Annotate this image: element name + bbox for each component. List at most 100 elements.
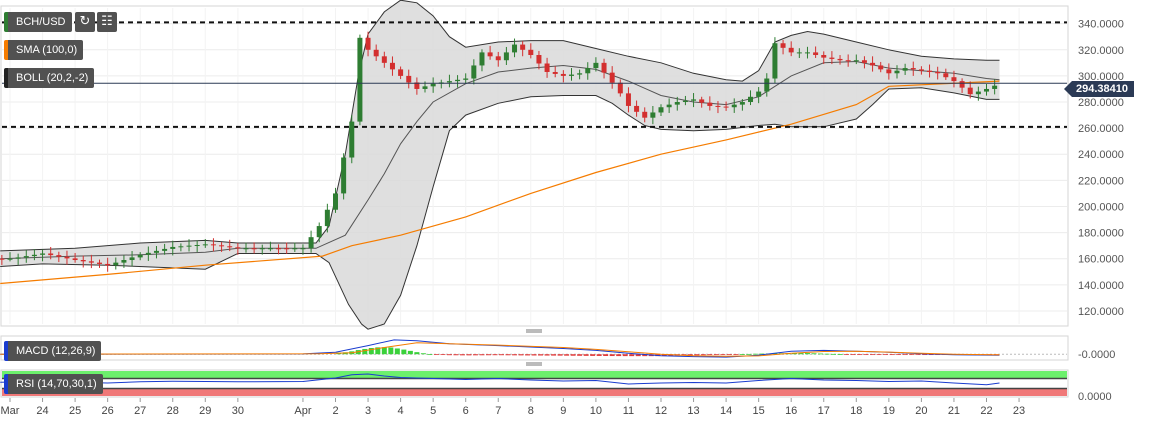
- bollinger-fill: [0, 0, 1000, 330]
- macd-histogram-bar: [531, 354, 537, 356]
- candle-down: [88, 261, 94, 263]
- candle-up: [666, 104, 672, 108]
- time-tick-label: 17: [818, 405, 830, 417]
- candle-down: [210, 244, 216, 246]
- macd-histogram-bar: [453, 354, 459, 356]
- rsi-series: [0, 371, 1067, 396]
- refresh-icon[interactable]: ↻: [75, 12, 95, 32]
- candle-up: [153, 250, 159, 253]
- macd-histogram-bar: [420, 353, 426, 355]
- macd-histogram-bar: [661, 354, 667, 357]
- macd-histogram-bar: [472, 354, 478, 356]
- price-axis: 340.0000 320.0000 300.0000 280.0000 260.0000…: [1078, 19, 1124, 318]
- macd-histogram-bar: [922, 354, 928, 356]
- candle-up: [503, 52, 509, 61]
- rsi-label[interactable]: RSI (14,70,30,1): [4, 374, 103, 394]
- candle-down: [414, 82, 420, 89]
- candle-down: [365, 37, 371, 50]
- macd-histogram-bar: [772, 353, 778, 355]
- candle-up: [691, 99, 697, 101]
- macd-series: [0, 339, 1067, 358]
- macd-histogram-bar: [525, 354, 531, 356]
- candle-up: [341, 157, 347, 194]
- macd-histogram-bar: [499, 354, 505, 356]
- macd-histogram-bar: [407, 350, 413, 355]
- candle-down: [788, 47, 794, 53]
- macd-histogram-bar: [844, 354, 850, 356]
- candle-down: [227, 246, 233, 248]
- candle-down: [528, 49, 534, 56]
- macd-histogram-bar: [720, 354, 726, 356]
- candle-down: [381, 56, 387, 63]
- time-tick-label: 12: [655, 405, 667, 417]
- candle-up: [796, 52, 802, 54]
- candle-up: [145, 252, 151, 255]
- macd-histogram-bar: [427, 354, 433, 356]
- candle-up: [894, 70, 900, 74]
- price-tick-label: 320.0000: [1078, 45, 1124, 57]
- candle-up: [902, 68, 908, 71]
- candle-up: [422, 86, 428, 89]
- price-panel[interactable]: 340.0000 320.0000 300.0000 280.0000 260.0000…: [0, 0, 1124, 330]
- candle-down: [601, 62, 607, 73]
- candle-down: [80, 260, 86, 262]
- time-tick-label: 25: [69, 405, 81, 417]
- macd-histogram-bar: [876, 354, 882, 356]
- macd-histogram-bar: [752, 353, 758, 355]
- macd-resize-handle[interactable]: [524, 328, 544, 334]
- candle-up: [674, 102, 680, 105]
- candle-up: [446, 81, 452, 83]
- candle-down: [0, 258, 5, 260]
- candle-down: [943, 73, 949, 78]
- macd-histogram-bar: [870, 354, 876, 356]
- macd-histogram-bar: [700, 354, 706, 356]
- macd-histogram-bar: [466, 354, 472, 356]
- candle-up: [292, 248, 298, 250]
- time-tick-label: 20: [915, 405, 927, 417]
- candle-down: [284, 248, 290, 250]
- macd-histogram-bar: [733, 354, 739, 356]
- candle-up: [463, 78, 469, 80]
- macd-histogram-bar: [863, 354, 869, 356]
- macd-histogram-bar: [635, 354, 641, 357]
- price-tick-label: 240.0000: [1078, 149, 1124, 161]
- candle-down: [861, 60, 867, 63]
- time-tick-label: 13: [687, 405, 699, 417]
- candle-up: [121, 260, 127, 263]
- time-tick-label: 14: [720, 405, 732, 417]
- macd-histogram-bar: [570, 354, 576, 356]
- rsi-line: [0, 373, 1000, 386]
- macd-tick-label: -0.0000: [1078, 349, 1115, 361]
- panel-resize-handles[interactable]: [524, 328, 544, 366]
- candle-down: [72, 258, 78, 261]
- indicators-icon[interactable]: ☷: [97, 12, 117, 32]
- candle-down: [251, 248, 257, 250]
- sma-label[interactable]: SMA (100,0): [4, 40, 84, 60]
- macd-histogram-bar: [837, 354, 843, 355]
- price-tick-label: 300.0000: [1078, 71, 1124, 83]
- candle-up: [512, 44, 518, 53]
- support-resistance-lines: [2, 21, 1067, 128]
- rsi-panel[interactable]: 0.0000: [0, 369, 1112, 403]
- time-tick-label: 7: [495, 405, 501, 417]
- candle-down: [870, 62, 876, 66]
- macd-histogram-bar: [811, 353, 817, 355]
- candle-up: [300, 248, 306, 250]
- macd-histogram-bar: [538, 354, 544, 356]
- candle-down: [910, 68, 916, 70]
- macd-histogram-bar: [577, 354, 583, 356]
- symbol-label[interactable]: BCH/USD: [4, 12, 72, 32]
- macd-histogram-bar: [459, 354, 465, 356]
- macd-panel[interactable]: -0.0000: [0, 335, 1115, 361]
- candle-up: [853, 60, 859, 62]
- candle-up: [194, 245, 200, 246]
- candle-down: [780, 43, 786, 48]
- macd-label[interactable]: MACD (12,26,9): [4, 341, 102, 361]
- bollinger-upper: [0, 0, 1000, 252]
- boll-label[interactable]: BOLL (20,2,-2): [4, 68, 95, 88]
- candle-down: [398, 69, 404, 76]
- candle-down: [967, 87, 973, 95]
- macd-histogram-bar: [889, 354, 895, 356]
- candle-down: [276, 248, 282, 250]
